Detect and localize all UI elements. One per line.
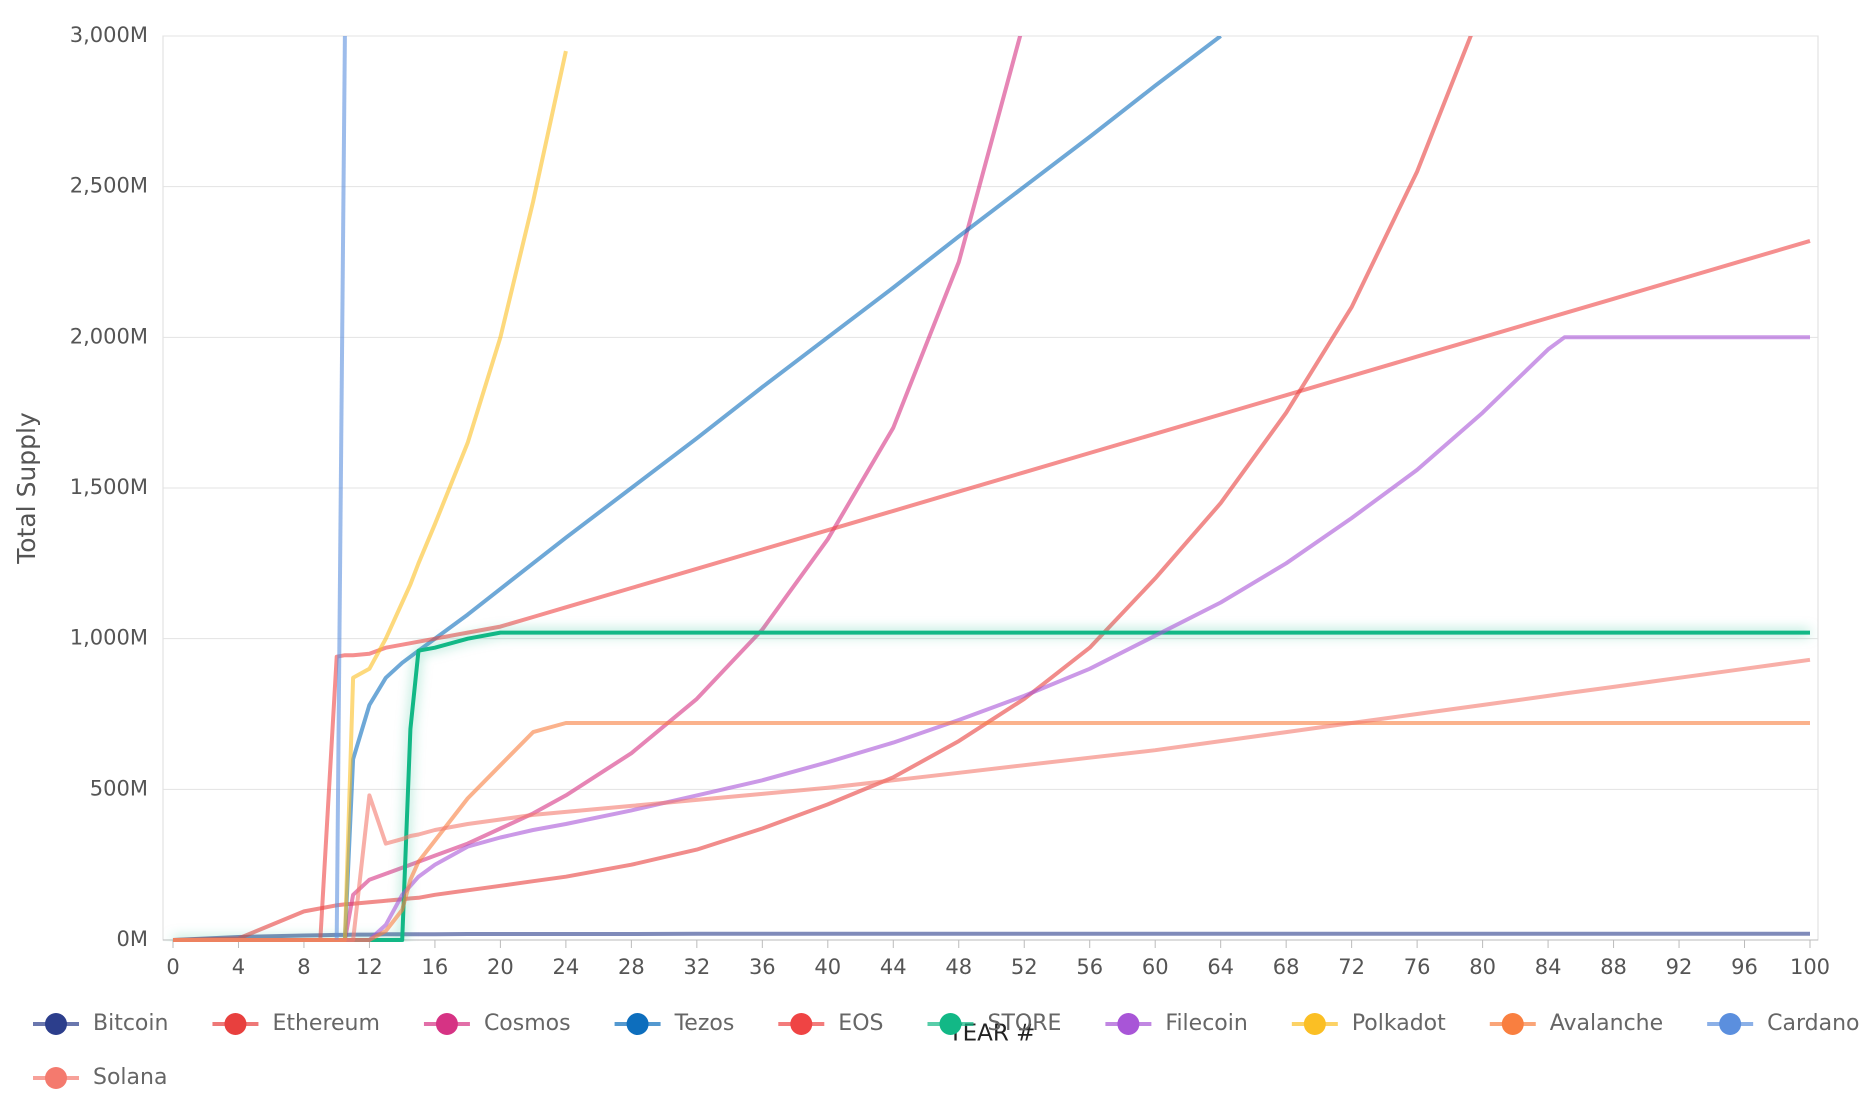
y-tick-label: 3,000M <box>70 23 148 47</box>
x-tick-label: 40 <box>814 955 841 979</box>
legend-dot <box>1303 1013 1326 1035</box>
x-tick-label: 36 <box>749 955 776 979</box>
legend-dot <box>1117 1013 1140 1035</box>
x-tick-label: 56 <box>1076 955 1103 979</box>
y-tick-label: 2,500M <box>70 174 148 198</box>
legend-label: Cosmos <box>484 1011 571 1036</box>
x-tick-label: 88 <box>1600 955 1627 979</box>
legend-item: Avalanche <box>1489 1011 1663 1036</box>
y-tick-label: 0M <box>117 927 148 951</box>
x-tick-label: 72 <box>1338 955 1365 979</box>
y-tick-label: 1,500M <box>70 475 148 499</box>
x-tick-label: 84 <box>1535 955 1562 979</box>
x-tick-label: 44 <box>880 955 907 979</box>
legend-item: Cosmos <box>423 1011 571 1036</box>
series-line <box>334 36 347 941</box>
legend-dot <box>1719 1013 1742 1035</box>
x-tick-label: 32 <box>683 955 710 979</box>
legend-label: Filecoin <box>1165 1011 1247 1036</box>
series-line <box>173 36 1023 942</box>
legend-item: Ethereum <box>212 1011 380 1036</box>
legend-dot <box>435 1013 458 1035</box>
series-line <box>173 238 1811 942</box>
legend-label: EOS <box>838 1011 883 1036</box>
y-tick-label: 2,000M <box>70 324 148 348</box>
x-tick-label: 68 <box>1273 955 1300 979</box>
legend-item: STORE <box>927 1011 1061 1036</box>
legend-item: Bitcoin <box>33 1011 168 1036</box>
legend-label: Polkadot <box>1352 1011 1446 1036</box>
legend-label: Cardano <box>1767 1011 1859 1036</box>
y-axis-label: Total Supply <box>12 412 41 565</box>
plot-lines <box>172 36 1811 942</box>
x-tick-label: 28 <box>618 955 645 979</box>
series-line <box>173 657 1811 942</box>
x-tick-label: 4 <box>232 955 245 979</box>
x-tick-label: 76 <box>1404 955 1431 979</box>
x-tick-label: 100 <box>1790 955 1830 979</box>
legend-label: Avalanche <box>1550 1011 1663 1036</box>
legend-item: EOS <box>778 1011 883 1036</box>
legend-dot <box>790 1013 813 1035</box>
legend-label: STORE <box>987 1011 1061 1036</box>
x-tick-label: 52 <box>1011 955 1038 979</box>
x-tick-label: 60 <box>1142 955 1169 979</box>
series-line <box>173 721 1810 942</box>
legend-label: Ethereum <box>272 1011 379 1036</box>
legend-item: Tezos <box>614 1011 735 1036</box>
x-tick-label: 8 <box>297 955 310 979</box>
series-line <box>173 630 1810 942</box>
y-tick-label: 1,000M <box>70 626 148 650</box>
x-tick-label: 96 <box>1731 955 1758 979</box>
legend-dot <box>45 1013 67 1035</box>
x-tick-label: 24 <box>553 955 580 979</box>
legend-dot <box>939 1013 962 1035</box>
legend-item: Polkadot <box>1291 1011 1446 1036</box>
legend-label: Solana <box>93 1065 167 1090</box>
y-tick-label: 500M <box>90 776 148 800</box>
legend-label: Tezos <box>674 1011 735 1036</box>
x-tick-label: 0 <box>166 955 179 979</box>
x-tick-label: 16 <box>422 955 449 979</box>
legend-dot <box>45 1067 67 1089</box>
x-tick-label: 80 <box>1469 955 1496 979</box>
legend-item: Cardano <box>1707 1011 1860 1036</box>
x-tick-label: 20 <box>487 955 514 979</box>
legend-item: Solana <box>33 1065 167 1090</box>
legend-dot <box>1501 1013 1524 1035</box>
x-tick-label: 92 <box>1666 955 1693 979</box>
x-tick-label: 12 <box>356 955 383 979</box>
legend-item: Filecoin <box>1105 1011 1248 1036</box>
x-tick-label: 64 <box>1207 955 1234 979</box>
legend-label: Bitcoin <box>93 1011 168 1036</box>
series-line <box>172 931 1810 942</box>
legend-dot <box>626 1013 649 1035</box>
x-tick-label: 48 <box>945 955 972 979</box>
legend-dot <box>224 1013 247 1035</box>
